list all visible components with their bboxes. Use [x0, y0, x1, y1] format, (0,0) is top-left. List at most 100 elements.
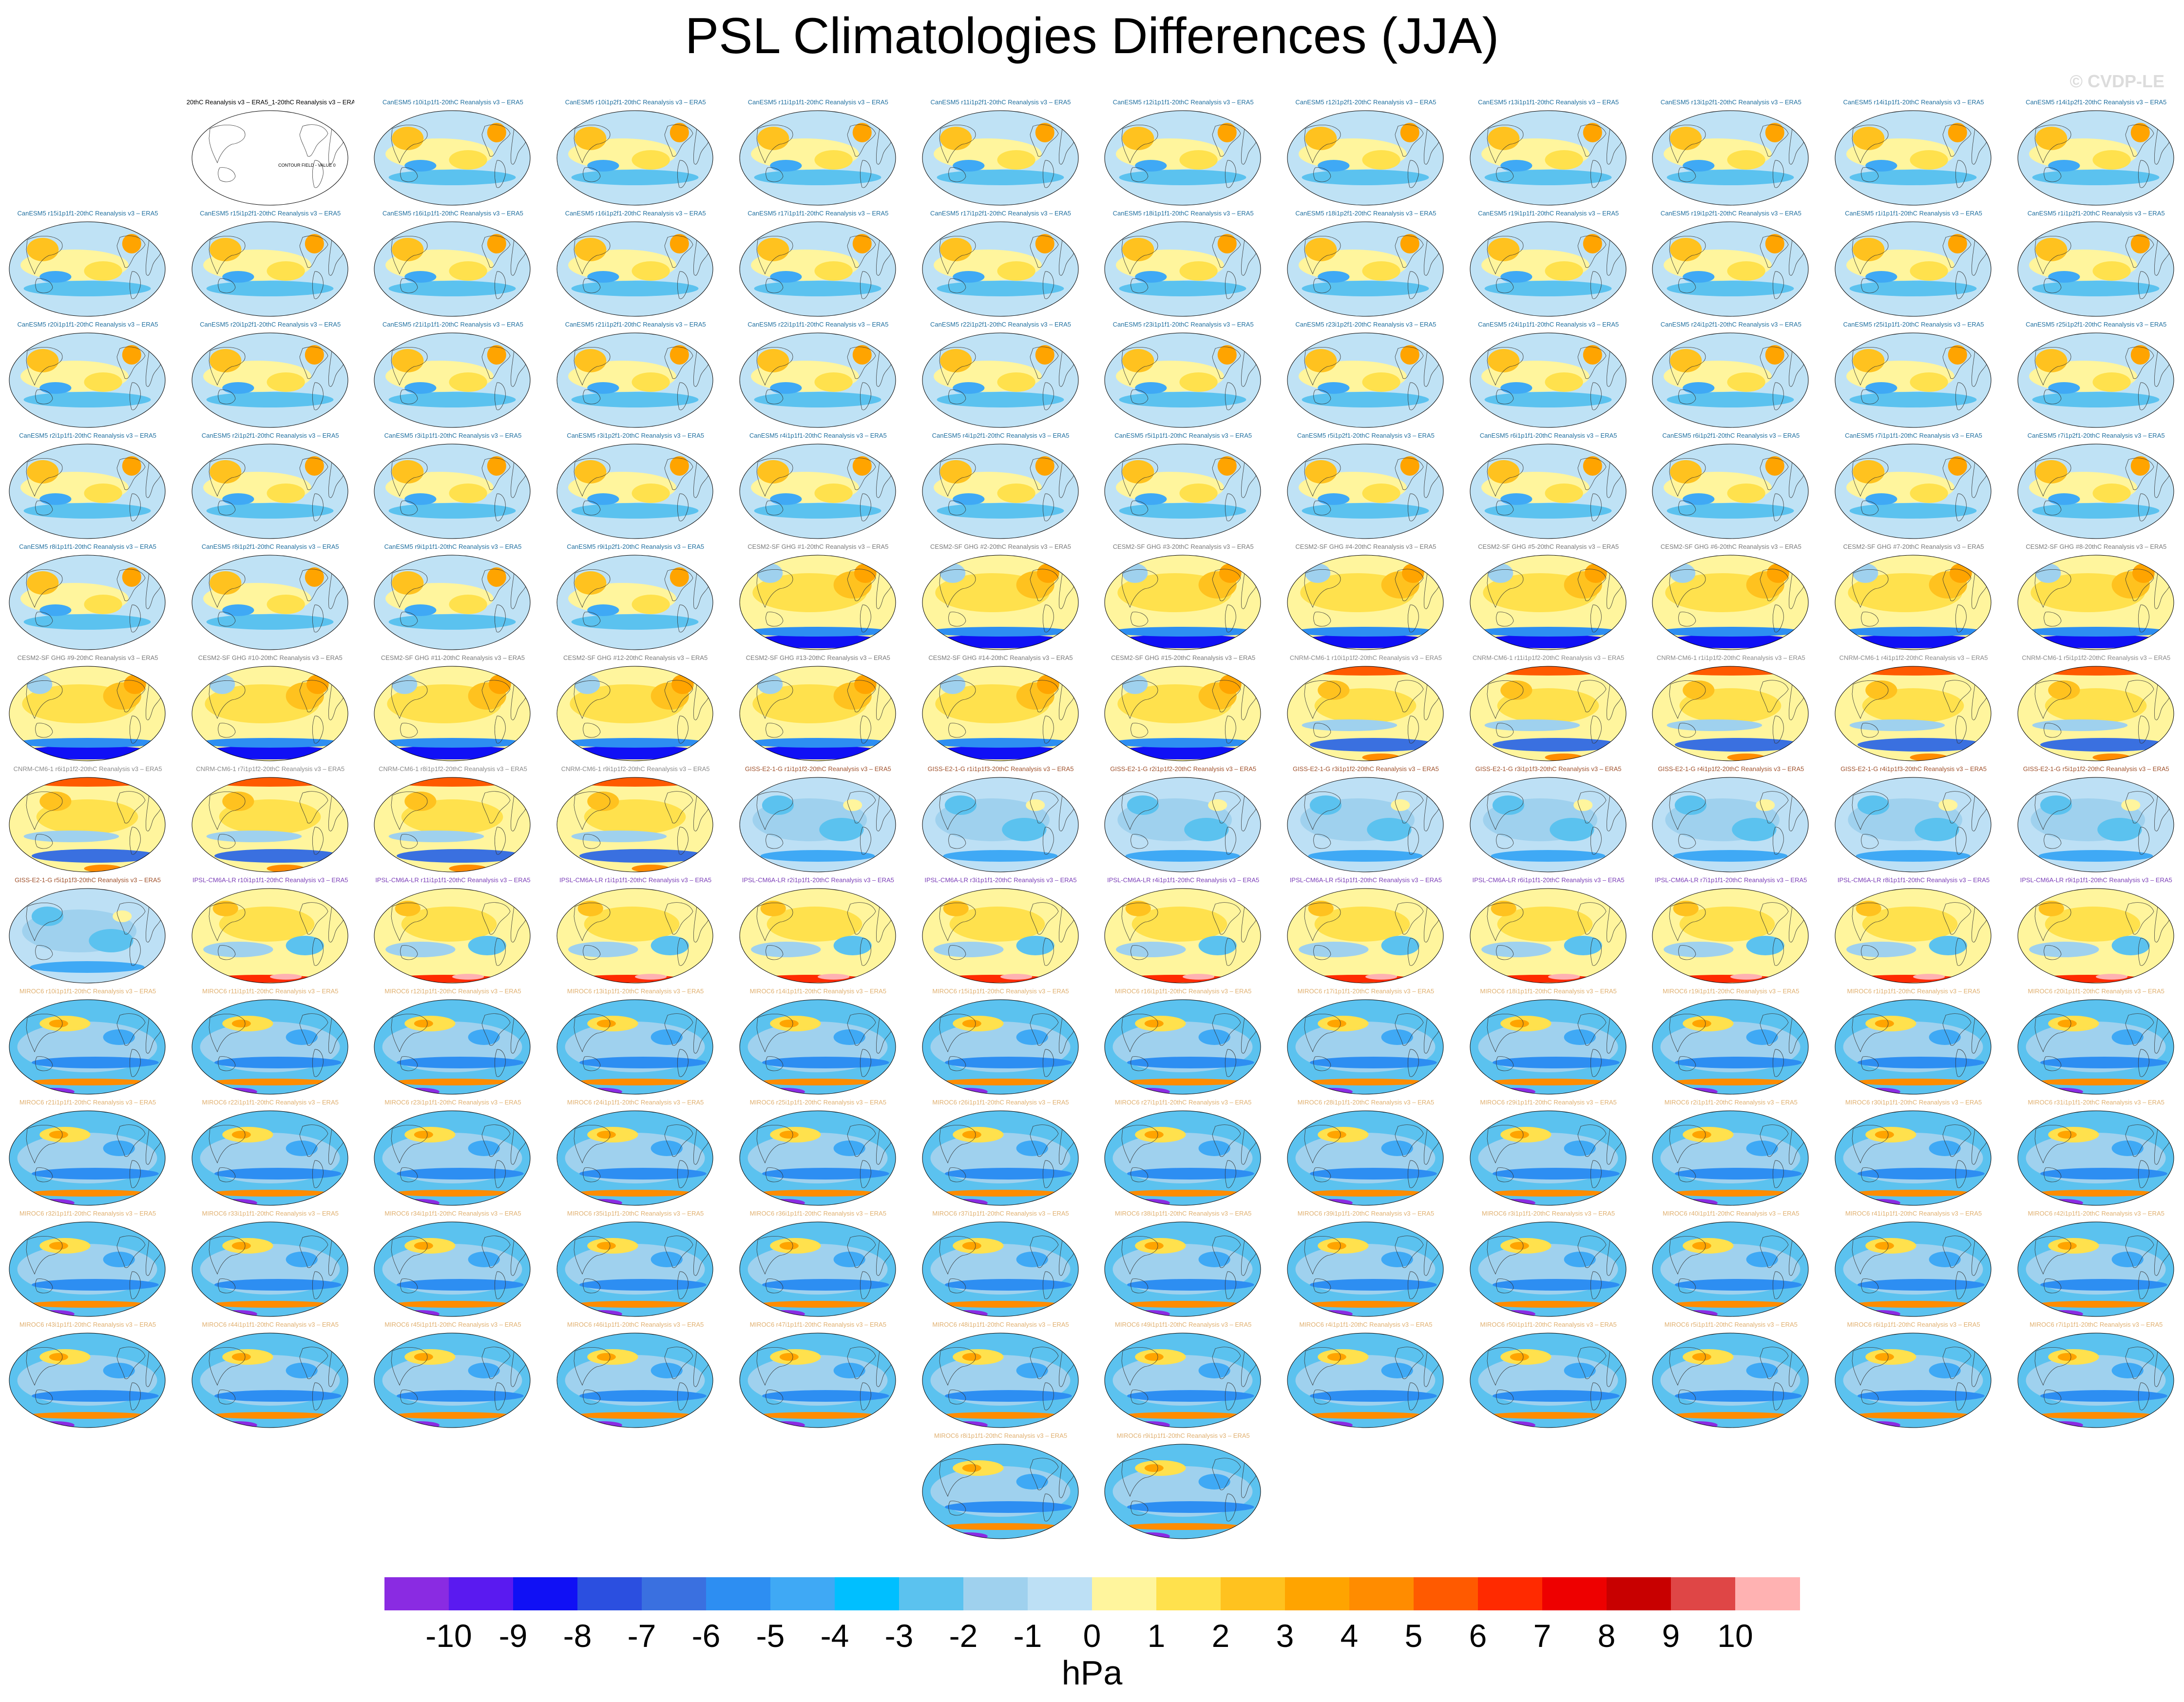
panel-title: IPSL-CM6A-LR r1i1p1f1-20thC Reanalysis v…	[559, 876, 712, 884]
field-contour	[1765, 345, 1785, 365]
map-boundary	[9, 221, 166, 317]
map-boundary	[9, 888, 166, 984]
colorbar-swatch	[577, 1577, 642, 1610]
map-panel: CESM2-SF GHG #14-20thC Reanalysis v3 – E…	[917, 653, 1085, 763]
map-plot	[556, 1221, 713, 1317]
field-contour	[212, 421, 232, 427]
panel-title: CanESM5 r7i1p2f1-20thC Reanalysis v3 – E…	[2027, 432, 2165, 439]
field-contour	[2035, 349, 2068, 372]
field-contour	[1915, 818, 1959, 841]
coastline	[26, 791, 63, 831]
field-contour	[209, 1079, 330, 1085]
map-boundary	[922, 221, 1078, 317]
coastline	[1852, 235, 1889, 275]
field-contour	[651, 1252, 683, 1267]
map-plot	[739, 888, 896, 984]
coastline	[1942, 347, 1972, 379]
map-boundary	[922, 666, 1078, 761]
panel-title: CanESM5 r19i1p1f1-20thC Reanalysis v3 – …	[1478, 210, 1619, 217]
coastline	[2138, 1160, 2149, 1188]
field-contour	[1497, 1199, 1535, 1205]
coastline	[1030, 1347, 1058, 1379]
field-contour	[1849, 170, 1977, 185]
field-contour	[392, 1301, 513, 1308]
field-contour	[1381, 1029, 1413, 1045]
coastline	[481, 347, 511, 379]
coastline	[1942, 791, 1972, 824]
field-contour	[2057, 1242, 2077, 1250]
coastline	[1942, 680, 1972, 713]
coastline	[1678, 612, 1696, 627]
field-contour	[2045, 907, 2140, 942]
coastline	[391, 1347, 428, 1386]
field-contour	[571, 281, 699, 296]
field-contour	[769, 160, 802, 172]
coastline	[1955, 1049, 1967, 1077]
coastline	[391, 791, 428, 831]
map-plot	[556, 110, 713, 206]
field-contour	[927, 627, 1073, 637]
field-contour	[31, 1390, 159, 1402]
panel-title: CNRM-CM6-1 r11i1p1f2-20thC Reanalysis v3…	[1473, 654, 1625, 661]
field-contour	[388, 831, 484, 842]
field-contour	[1318, 382, 1350, 394]
map-panel: MIROC6 r41i1p1f1-20thC Reanalysis v3 – E…	[1830, 1209, 1997, 1319]
coastline	[1942, 1347, 1972, 1379]
coastline	[2125, 569, 2154, 601]
coastline	[664, 680, 693, 713]
field-contour	[487, 567, 507, 587]
map-boundary	[1652, 555, 1809, 650]
map-boundary	[1652, 1221, 1809, 1317]
map-plot	[739, 777, 896, 872]
field-contour	[1305, 1190, 1426, 1197]
map-boundary	[556, 1221, 713, 1317]
field-contour	[1198, 1474, 1230, 1489]
coastline	[1852, 1013, 1889, 1053]
field-contour	[952, 493, 984, 505]
field-contour	[937, 503, 1064, 519]
map-panel: CanESM5 r16i1p1f1-20thC Reanalysis v3 – …	[369, 209, 536, 319]
coastline	[939, 235, 976, 275]
coastline	[495, 716, 506, 744]
coastline	[574, 347, 611, 386]
map-panel: CanESM5 r19i1p1f1-20thC Reanalysis v3 – …	[1465, 209, 1632, 319]
map-panel: MIROC6 r31i1p1f1-20thC Reanalysis v3 – E…	[2012, 1098, 2180, 1208]
field-contour	[214, 1390, 342, 1402]
coastline	[1121, 235, 1158, 275]
panel-title: CanESM5 r21i1p2f1-20thC Reanalysis v3 – …	[565, 321, 706, 328]
colorbar-tick-label: 3	[1276, 1618, 1294, 1654]
coastline	[35, 1167, 53, 1182]
field-contour	[1308, 199, 1327, 205]
coastline	[1487, 235, 1523, 275]
map-plot	[1104, 110, 1261, 206]
field-contour	[1765, 456, 1785, 476]
coastline	[948, 612, 966, 627]
panel-title: MIROC6 r24i1p1f1-20thC Reanalysis v3 – E…	[567, 1099, 704, 1106]
coastline	[400, 945, 418, 960]
map-plot	[192, 888, 348, 984]
field-contour	[30, 310, 49, 316]
coastline	[1304, 680, 1341, 719]
field-contour	[565, 746, 705, 759]
field-contour	[392, 238, 424, 261]
field-contour	[571, 831, 667, 842]
field-contour	[1683, 271, 1715, 283]
coastline	[312, 716, 324, 744]
field-contour	[397, 1390, 524, 1402]
map-panel: CanESM5 r23i1p2f1-20thC Reanalysis v3 – …	[1282, 320, 1450, 430]
field-contour	[1125, 850, 1240, 862]
coastline	[2138, 1271, 2149, 1299]
coastline	[1030, 458, 1058, 490]
coastline	[1577, 902, 1607, 935]
field-contour	[2038, 199, 2058, 205]
map-boundary	[922, 332, 1078, 428]
field-contour	[404, 604, 437, 616]
field-contour	[1746, 1252, 1779, 1267]
coastline	[664, 791, 693, 824]
field-contour	[1675, 1279, 1802, 1291]
coastline	[1590, 604, 1602, 633]
field-contour	[23, 392, 151, 407]
map-boundary	[1287, 332, 1444, 428]
coastline	[574, 1236, 611, 1275]
field-contour	[382, 746, 522, 759]
